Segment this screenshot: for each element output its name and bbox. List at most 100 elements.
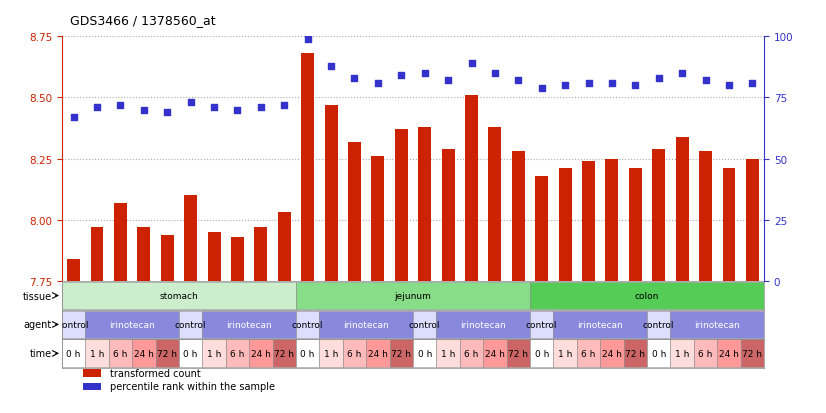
FancyBboxPatch shape [85,339,109,367]
Text: percentile rank within the sample: percentile rank within the sample [110,382,275,392]
Bar [348,142,361,281]
Bar [488,128,501,281]
Bar [83,382,101,390]
Text: jejunum: jejunum [395,291,431,300]
Text: 72 h: 72 h [274,349,294,358]
Text: 24 h: 24 h [251,349,271,358]
FancyBboxPatch shape [694,339,717,367]
Point [722,83,735,89]
Text: 0 h: 0 h [183,349,198,358]
Text: 1 h: 1 h [558,349,572,358]
Bar [161,235,173,281]
FancyBboxPatch shape [717,339,741,367]
Bar [558,169,572,281]
FancyBboxPatch shape [601,339,624,367]
Bar [395,130,408,281]
Text: control: control [175,320,206,329]
FancyBboxPatch shape [741,339,764,367]
Text: 0 h: 0 h [652,349,666,358]
FancyBboxPatch shape [624,339,647,367]
Text: 1 h: 1 h [90,349,104,358]
Text: irinotecan: irinotecan [577,320,623,329]
Text: 0 h: 0 h [534,349,549,358]
Text: 1 h: 1 h [206,349,221,358]
FancyBboxPatch shape [202,339,225,367]
Bar [746,159,759,281]
Text: irinotecan: irinotecan [109,320,155,329]
FancyBboxPatch shape [506,339,530,367]
FancyBboxPatch shape [436,311,530,339]
Bar [67,259,80,281]
Point [582,80,595,87]
Bar [699,152,712,281]
Bar [442,150,454,281]
Text: transformed count: transformed count [110,368,201,378]
FancyBboxPatch shape [530,282,764,310]
FancyBboxPatch shape [530,339,553,367]
Point [465,61,478,67]
Point [67,114,80,121]
FancyBboxPatch shape [62,311,85,339]
FancyBboxPatch shape [132,339,155,367]
Point [676,71,689,77]
Point [254,104,268,111]
Bar [418,128,431,281]
Text: 72 h: 72 h [625,349,645,358]
Bar [207,233,221,281]
Point [301,36,314,43]
Text: control: control [58,320,89,329]
FancyBboxPatch shape [109,339,132,367]
Text: 24 h: 24 h [485,349,505,358]
Bar [137,228,150,281]
Bar [325,106,338,281]
Text: 72 h: 72 h [392,349,411,358]
FancyBboxPatch shape [436,339,460,367]
Point [535,85,548,92]
FancyBboxPatch shape [179,311,202,339]
Point [746,80,759,87]
FancyBboxPatch shape [553,311,647,339]
Text: GDS3466 / 1378560_at: GDS3466 / 1378560_at [70,14,216,27]
FancyBboxPatch shape [647,339,671,367]
Bar [91,228,103,281]
Text: irinotecan: irinotecan [695,320,740,329]
FancyBboxPatch shape [62,339,85,367]
Text: 6 h: 6 h [347,349,362,358]
FancyBboxPatch shape [296,282,530,310]
FancyBboxPatch shape [296,339,320,367]
FancyBboxPatch shape [179,339,202,367]
Text: 6 h: 6 h [582,349,596,358]
Text: 1 h: 1 h [675,349,690,358]
Point [605,80,619,87]
Point [348,76,361,82]
Text: 6 h: 6 h [113,349,128,358]
Bar [254,228,268,281]
Bar [676,137,689,281]
FancyBboxPatch shape [647,311,671,339]
FancyBboxPatch shape [413,339,436,367]
Bar [114,203,127,281]
Bar [512,152,525,281]
Text: tissue: tissue [22,291,51,301]
Point [114,102,127,109]
Point [278,102,291,109]
Bar [301,54,314,281]
Point [90,104,104,111]
FancyBboxPatch shape [460,339,483,367]
Text: 24 h: 24 h [134,349,154,358]
Text: stomach: stomach [159,291,198,300]
Text: control: control [526,320,558,329]
Bar [83,369,101,377]
FancyBboxPatch shape [366,339,390,367]
Text: colon: colon [635,291,659,300]
FancyBboxPatch shape [85,311,179,339]
Bar [605,159,619,281]
FancyBboxPatch shape [155,339,179,367]
FancyBboxPatch shape [343,339,366,367]
Point [372,80,385,87]
Text: 6 h: 6 h [698,349,713,358]
FancyBboxPatch shape [530,311,553,339]
Point [418,71,431,77]
Point [511,78,525,84]
Point [230,107,244,114]
